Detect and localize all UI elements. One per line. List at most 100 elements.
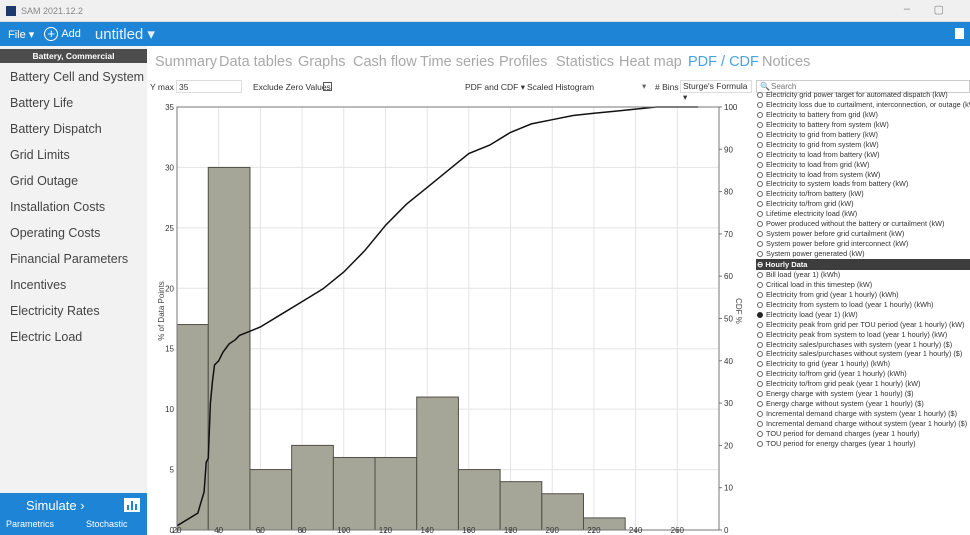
radio-icon[interactable]: [757, 221, 763, 228]
variable-item[interactable]: TOU period for energy charges (year 1 ho…: [756, 439, 970, 449]
variable-item[interactable]: Electricity to system loads from battery…: [756, 179, 970, 189]
radio-icon[interactable]: [757, 231, 763, 238]
variable-item[interactable]: Electricity to/from grid (year 1 hourly)…: [756, 369, 970, 379]
radio-icon[interactable]: [757, 141, 763, 148]
sidebar-item-battery-dispatch[interactable]: Battery Dispatch: [10, 122, 102, 136]
variable-item[interactable]: Electricity from grid (year 1 hourly) (k…: [756, 290, 970, 300]
exclude-zero-checkbox[interactable]: [323, 82, 332, 91]
sidebar-item-installation-costs[interactable]: Installation Costs: [10, 200, 106, 214]
tab-pdf-cdf[interactable]: PDF / CDF: [688, 54, 759, 70]
tab-summary[interactable]: Summary: [155, 54, 218, 70]
radio-icon[interactable]: [757, 361, 763, 368]
sidebar-item-battery-life[interactable]: Battery Life: [10, 96, 74, 110]
radio-icon[interactable]: [757, 111, 763, 118]
radio-icon[interactable]: [757, 271, 763, 278]
radio-icon[interactable]: [757, 241, 763, 248]
minimize-button[interactable]: –: [903, 3, 910, 15]
sidebar-item-battery-cell[interactable]: Battery Cell and System: [10, 70, 145, 84]
variable-item[interactable]: Electricity to battery from grid (kW): [756, 110, 970, 120]
radio-icon[interactable]: [757, 421, 763, 427]
variable-item[interactable]: Electricity sales/purchases without syst…: [756, 349, 970, 359]
variable-item[interactable]: Electricity peak from grid per TOU perio…: [756, 320, 970, 330]
sidebar-item-grid-outage[interactable]: Grid Outage: [10, 174, 79, 188]
variable-item[interactable]: TOU period for demand charges (year 1 ho…: [756, 429, 970, 439]
variable-item[interactable]: Electricity to grid (year 1 hourly) (kWh…: [756, 359, 970, 369]
ymax-input[interactable]: [176, 80, 242, 93]
radio-icon[interactable]: [757, 331, 763, 338]
radio-selected-icon[interactable]: [757, 311, 763, 318]
variable-item[interactable]: Electricity to load from grid (kW): [756, 160, 970, 170]
tab-data-tables[interactable]: Data tables: [219, 54, 293, 70]
radio-icon[interactable]: [757, 301, 763, 308]
variable-item[interactable]: Critical load in this timestep (kW): [756, 280, 970, 290]
sidebar-item-electricity-rates[interactable]: Electricity Rates: [10, 304, 100, 318]
variable-item[interactable]: Electricity to load from battery (kW): [756, 150, 970, 160]
variable-item[interactable]: System power generated (kW): [756, 249, 970, 259]
sidebar-item-grid-limits[interactable]: Grid Limits: [10, 148, 70, 162]
tab-heat-map[interactable]: Heat map: [619, 54, 682, 70]
variable-item[interactable]: Lifetime electricity load (kW): [756, 209, 970, 219]
radio-icon[interactable]: [757, 351, 763, 358]
variable-item[interactable]: System power before grid curtailment (kW…: [756, 229, 970, 239]
tab-notices[interactable]: Notices: [762, 54, 811, 70]
variable-item[interactable]: Electricity to/from grid (kW): [756, 199, 970, 209]
scaled-histogram-dropdown[interactable]: Scaled Histogram: [527, 82, 595, 92]
variable-item[interactable]: Electricity load (year 1) (kW): [756, 310, 970, 320]
radio-icon[interactable]: [757, 391, 763, 398]
variable-item[interactable]: Bill load (year 1) (kWh): [756, 270, 970, 280]
variable-item[interactable]: System power before grid interconnect (k…: [756, 239, 970, 249]
sidebar-item-financial-parameters[interactable]: Financial Parameters: [10, 252, 129, 266]
radio-icon[interactable]: [757, 251, 763, 257]
radio-icon[interactable]: [757, 121, 763, 128]
radio-icon[interactable]: [757, 92, 763, 98]
variable-item[interactable]: Incremental demand charge with system (y…: [756, 409, 970, 419]
radio-icon[interactable]: [757, 101, 763, 108]
variable-item[interactable]: Electricity sales/purchases with system …: [756, 340, 970, 350]
tab-time-series[interactable]: Time series: [420, 54, 495, 70]
variable-item[interactable]: Electricity to battery from system (kW): [756, 120, 970, 130]
sidebar-item-incentives[interactable]: Incentives: [10, 278, 67, 292]
radio-icon[interactable]: [757, 430, 763, 437]
sidebar-item-electric-load[interactable]: Electric Load: [10, 330, 83, 344]
sidebar-item-operating-costs[interactable]: Operating Costs: [10, 226, 101, 240]
radio-icon[interactable]: [757, 371, 763, 378]
radio-icon[interactable]: [757, 381, 763, 388]
variable-item[interactable]: Electricity to/from grid peak (year 1 ho…: [756, 379, 970, 389]
save-icon[interactable]: [955, 28, 964, 39]
chart-icon[interactable]: [124, 498, 140, 512]
add-button[interactable]: + Add: [44, 27, 81, 41]
tab-graphs[interactable]: Graphs: [298, 54, 346, 70]
radio-icon[interactable]: [757, 281, 763, 288]
variable-group-header[interactable]: ⊖ Hourly Data: [756, 258, 970, 270]
radio-icon[interactable]: [757, 211, 763, 218]
radio-icon[interactable]: [757, 191, 763, 198]
variable-item[interactable]: Electricity grid power target for automa…: [756, 90, 970, 100]
variable-item[interactable]: Electricity to grid from system (kW): [756, 140, 970, 150]
variable-item[interactable]: Electricity to/from battery (kW): [756, 189, 970, 199]
variable-item[interactable]: Electricity loss due to curtailment, int…: [756, 100, 970, 110]
variable-item[interactable]: Incremental demand charge without system…: [756, 419, 970, 429]
document-tab[interactable]: untitled ▾: [94, 26, 155, 43]
file-menu[interactable]: File ▾: [8, 28, 35, 41]
radio-icon[interactable]: [757, 171, 763, 178]
stochastic-link[interactable]: Stochastic: [86, 519, 128, 529]
tab-statistics[interactable]: Statistics: [556, 54, 615, 70]
chevron-down-icon[interactable]: ▾: [642, 81, 647, 91]
radio-icon[interactable]: [757, 321, 763, 328]
radio-icon[interactable]: [757, 131, 763, 138]
radio-icon[interactable]: [757, 411, 763, 418]
radio-icon[interactable]: [757, 181, 763, 188]
tab-profiles[interactable]: Profiles: [499, 54, 548, 70]
variable-item[interactable]: Electricity peak from system to load (ye…: [756, 330, 970, 340]
radio-icon[interactable]: [757, 341, 763, 348]
radio-icon[interactable]: [757, 151, 763, 158]
variable-item[interactable]: Electricity to load from system (kW): [756, 170, 970, 180]
tab-cash-flow[interactable]: Cash flow: [353, 54, 417, 70]
variable-item[interactable]: Electricity to grid from battery (kW): [756, 130, 970, 140]
radio-icon[interactable]: [757, 440, 763, 447]
parametrics-link[interactable]: Parametrics: [6, 519, 55, 529]
radio-icon[interactable]: [757, 401, 763, 408]
variable-item[interactable]: Electricity from system to load (year 1 …: [756, 300, 970, 310]
radio-icon[interactable]: [757, 161, 763, 168]
variable-item[interactable]: Power produced without the battery or cu…: [756, 219, 970, 229]
